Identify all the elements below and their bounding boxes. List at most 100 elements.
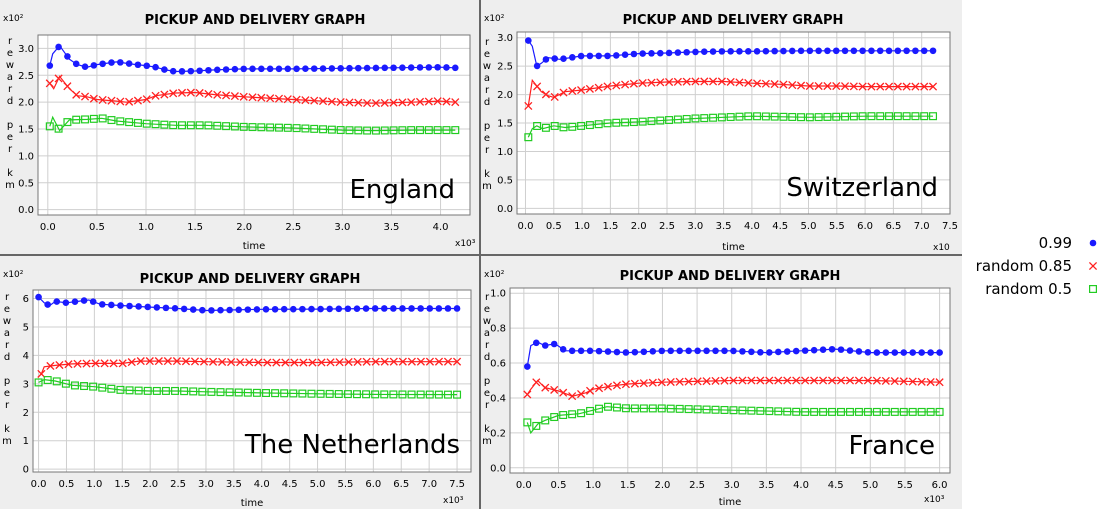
data-point: [310, 96, 319, 105]
data-point: [257, 123, 266, 132]
data-point: [841, 112, 850, 121]
data-point: [926, 377, 935, 387]
y-tick-label: 0.4: [490, 393, 506, 404]
data-point: [594, 384, 604, 393]
data-point: [648, 404, 657, 413]
data-point: [682, 114, 691, 123]
data-point: [239, 122, 248, 131]
data-point: [299, 358, 308, 367]
data-point: [346, 64, 353, 72]
data-point: [169, 67, 177, 75]
data-point: [99, 60, 106, 68]
data-point: [442, 126, 451, 135]
data-point: [902, 112, 911, 121]
data-point: [80, 92, 90, 101]
data-point: [559, 388, 568, 397]
x-tick-label: 4.0: [793, 480, 809, 491]
data-point: [649, 348, 657, 355]
data-point: [240, 65, 248, 73]
x-tick-label: 3.5: [716, 221, 732, 232]
data-point: [319, 125, 328, 134]
data-point: [899, 407, 908, 416]
data-point: [248, 93, 257, 102]
data-point: [160, 120, 169, 129]
data-point: [217, 306, 224, 314]
x-axis-label: time: [243, 241, 266, 252]
data-point: [133, 96, 142, 105]
data-point: [854, 407, 863, 416]
data-point: [595, 347, 603, 355]
data-point: [107, 96, 116, 105]
data-point: [443, 357, 453, 366]
data-point: [559, 346, 567, 353]
data-point: [656, 116, 665, 125]
data-point: [783, 348, 791, 355]
data-point: [675, 404, 684, 413]
data-point: [927, 349, 934, 356]
data-point: [603, 402, 612, 411]
data-point: [541, 416, 550, 425]
data-point: [73, 359, 82, 368]
data-point: [317, 305, 324, 313]
y-tick-label: 2.5: [497, 62, 513, 73]
x-tick-label: 1.0: [138, 222, 154, 233]
y-tick-label: 0.0: [497, 204, 513, 215]
data-point: [293, 65, 300, 73]
data-point: [390, 64, 397, 72]
data-point: [424, 126, 433, 135]
data-point: [744, 78, 753, 88]
data-point: [334, 390, 343, 399]
data-point: [568, 347, 576, 355]
data-point: [693, 405, 702, 414]
data-point: [298, 389, 307, 398]
data-point: [109, 359, 118, 368]
data-point: [275, 65, 283, 73]
data-point: [757, 348, 764, 356]
x-axis-label: time: [722, 242, 745, 253]
data-point: [524, 133, 533, 142]
data-point: [63, 118, 72, 127]
data-point: [98, 95, 107, 105]
data-point: [533, 82, 542, 91]
x-tick-label: 0.5: [546, 221, 562, 232]
data-point: [585, 121, 594, 130]
data-point: [222, 66, 230, 73]
data-point: [691, 77, 700, 86]
data-point: [873, 349, 881, 356]
data-point: [542, 56, 550, 63]
data-point: [774, 376, 783, 385]
data-point: [63, 82, 72, 91]
data-point: [186, 121, 195, 130]
data-point: [700, 77, 709, 86]
x-tick-label: 2.5: [170, 479, 186, 490]
data-point: [674, 49, 682, 56]
data-point: [299, 305, 306, 313]
data-point: [169, 121, 178, 130]
x-tick-label: 5.0: [801, 221, 817, 232]
data-point: [398, 390, 407, 399]
data-point: [849, 112, 858, 121]
y-tick-label: 3: [23, 379, 29, 390]
data-point: [748, 348, 755, 356]
y-tick-label: 6: [23, 294, 29, 305]
data-point: [43, 376, 52, 385]
data-point: [899, 377, 908, 386]
data-point: [281, 358, 290, 367]
data-point: [541, 342, 549, 349]
data-point: [594, 83, 603, 92]
data-point: [612, 118, 621, 127]
y-tick-label: 0.6: [490, 359, 506, 370]
data-point: [872, 376, 881, 385]
data-point: [249, 65, 256, 73]
data-point: [559, 411, 568, 420]
x-tick-label: 3.5: [758, 480, 774, 491]
legend-marker: [1088, 261, 1098, 271]
data-point: [443, 390, 452, 399]
legend-marker: [1088, 285, 1097, 294]
data-point: [204, 89, 213, 99]
data-point: [46, 361, 55, 371]
data-point: [64, 360, 73, 369]
legend-item: random 0.5: [985, 280, 1097, 298]
data-point: [353, 357, 362, 366]
data-point: [806, 47, 814, 55]
